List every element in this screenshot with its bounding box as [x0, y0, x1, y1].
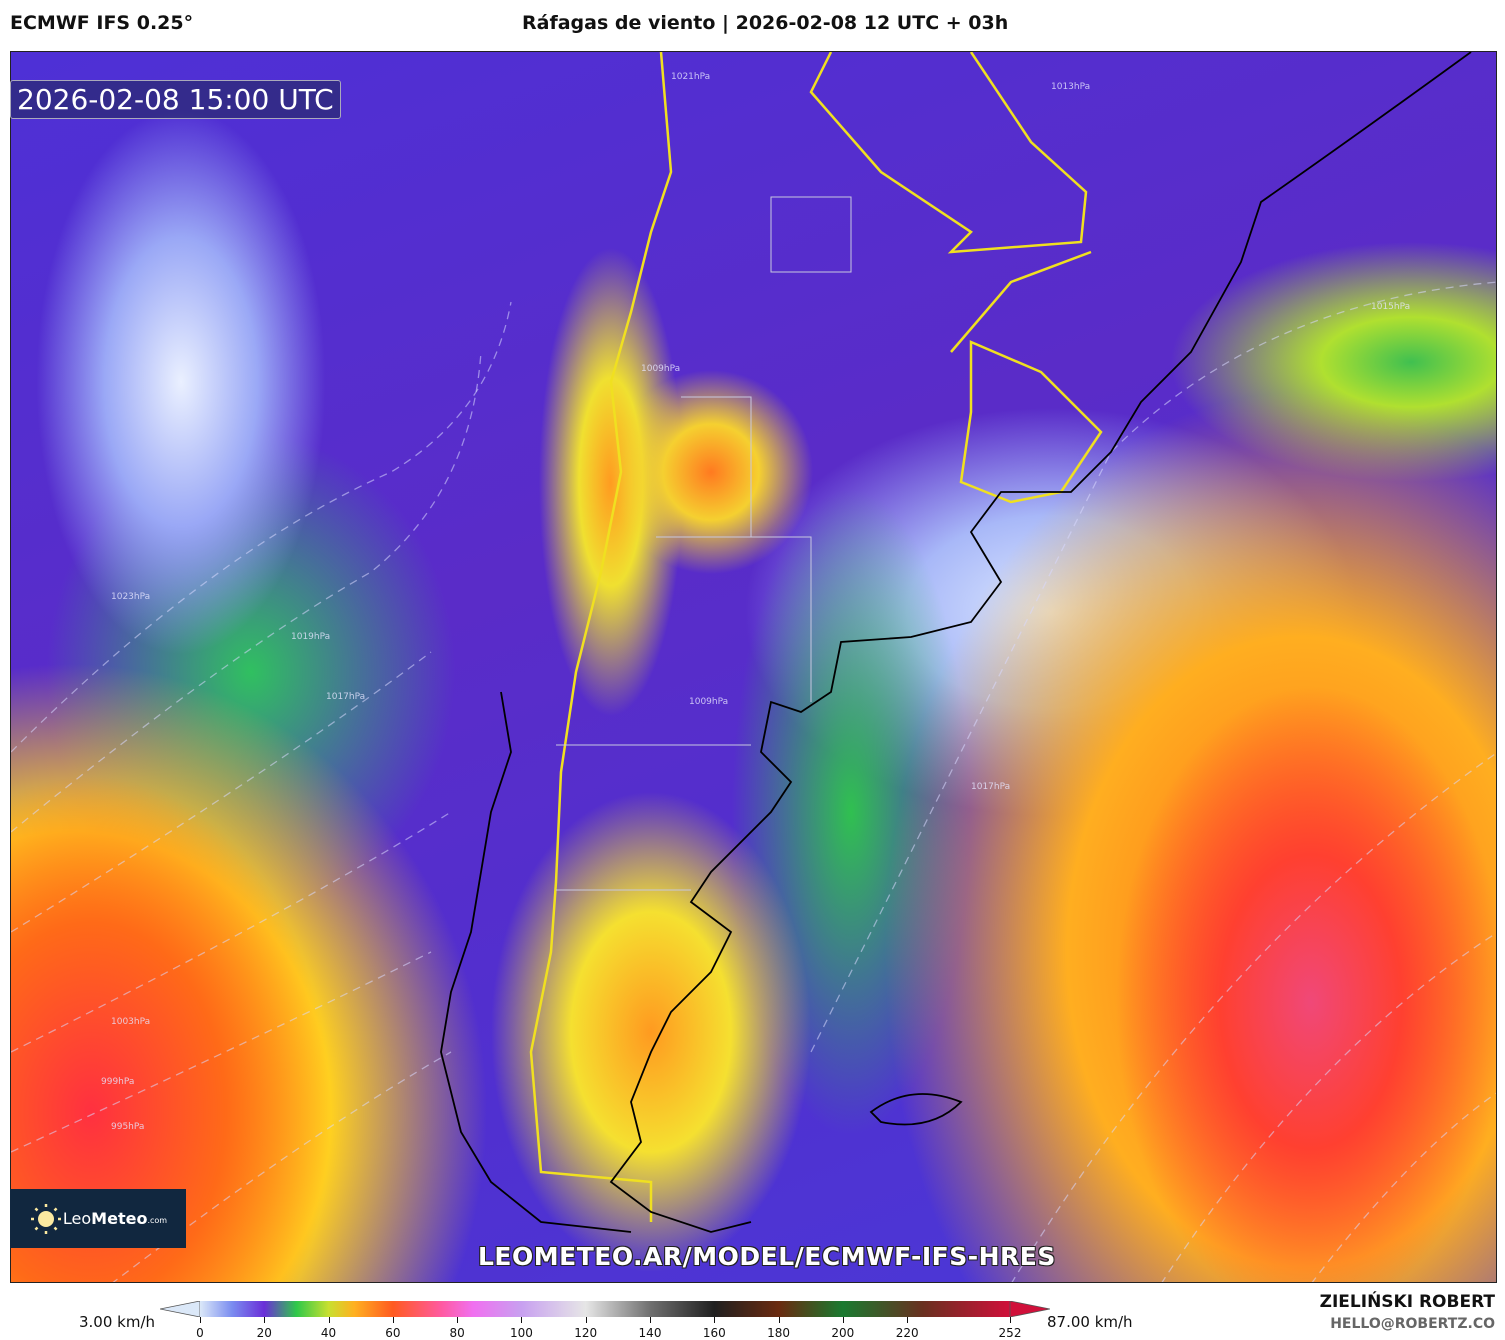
sun-icon: [30, 1203, 61, 1234]
colorbar-min-label: 3.00 km/h: [79, 1313, 156, 1331]
colorbar-tick-mark: [778, 1317, 780, 1323]
coastline: [440, 52, 1472, 1233]
author-email[interactable]: HELLO@ROBERTZ.CO: [1330, 1316, 1495, 1332]
isobar-label: 1009hPa: [689, 697, 729, 707]
colorbar-min-arrow: [160, 1301, 201, 1317]
colorbar-tick-label: 160: [702, 1326, 726, 1340]
isobar-label: 995hPa: [111, 1122, 145, 1132]
colorbar-tick-mark: [264, 1317, 266, 1323]
isobar-label: 999hPa: [101, 1077, 135, 1087]
isobar-label: 1019hPa: [291, 632, 331, 642]
colorbar-tick-label: 40: [320, 1326, 337, 1340]
isobar-label: 1023hPa: [111, 592, 151, 602]
colorbar-tick-label: 0: [196, 1326, 204, 1340]
colorbar-tick-mark: [328, 1317, 330, 1323]
colorbar-tick-mark: [1010, 1317, 1011, 1323]
isobar-label: 1017hPa: [326, 692, 366, 702]
wind-gust-map[interactable]: 1021hPa 1013hPa 1015hPa 1009hPa 1023hPa …: [10, 51, 1497, 1283]
isobar-label: 1015hPa: [1371, 302, 1411, 312]
colorbar-gradient: [200, 1301, 1010, 1317]
colorbar-tick-label: 80: [449, 1326, 465, 1340]
colorbar-tick-mark: [650, 1317, 651, 1323]
country-borders: [529, 52, 1103, 1222]
colorbar-tick-label: 140: [638, 1326, 662, 1340]
isobar-label: 1013hPa: [1051, 82, 1091, 92]
colorbar-tick-mark: [521, 1317, 523, 1323]
colorbar-max-label: 87.00 km/h: [1047, 1313, 1133, 1331]
colorbar-tick-label: 180: [767, 1326, 791, 1340]
colorbar: [160, 1301, 1050, 1317]
isobars: [11, 281, 1496, 1282]
url-watermark: LEOMETEO.AR/MODEL/ECMWF-IFS-HRES: [478, 1242, 1056, 1271]
colorbar-tick-label: 252: [998, 1326, 1022, 1340]
isobar-label: 1003hPa: [111, 1017, 151, 1027]
colorbar-tick-label: 20: [256, 1326, 272, 1340]
colorbar-tick-label: 220: [895, 1326, 919, 1340]
colorbar-tick-mark: [392, 1317, 394, 1323]
map-overlay: [11, 52, 1496, 1282]
logo-text-bold: Meteo: [91, 1209, 148, 1228]
colorbar-tick-label: 120: [574, 1326, 598, 1340]
colorbar-tick-label: 100: [509, 1326, 533, 1340]
isobar-label: 1017hPa: [971, 782, 1011, 792]
logo-text-light: Leo: [62, 1209, 92, 1228]
colorbar-tick-mark: [842, 1317, 844, 1323]
colorbar-tick-mark: [907, 1317, 909, 1323]
colorbar-tick-mark: [714, 1317, 716, 1323]
valid-time-label: 2026-02-08 15:00 UTC: [10, 80, 341, 119]
map-title: Ráfagas de viento | 2026-02-08 12 UTC + …: [522, 12, 1009, 34]
colorbar-tick-mark: [457, 1317, 459, 1323]
model-name: ECMWF IFS 0.25°: [10, 12, 194, 34]
province-borders: [556, 196, 852, 891]
colorbar-max-arrow: [1009, 1301, 1050, 1317]
colorbar-tick-mark: [585, 1317, 587, 1323]
leometeo-logo[interactable]: Leo Meteo .com: [10, 1189, 186, 1248]
isobar-label: 1009hPa: [641, 364, 681, 374]
isobar-label: 1021hPa: [671, 72, 711, 82]
colorbar-tick-mark: [200, 1317, 201, 1323]
colorbar-tick-label: 200: [831, 1326, 855, 1340]
logo-text-suffix: .com: [147, 1216, 168, 1225]
colorbar-tick-label: 60: [385, 1326, 401, 1340]
author-name: ZIELIŃSKI ROBERT: [1319, 1292, 1495, 1312]
